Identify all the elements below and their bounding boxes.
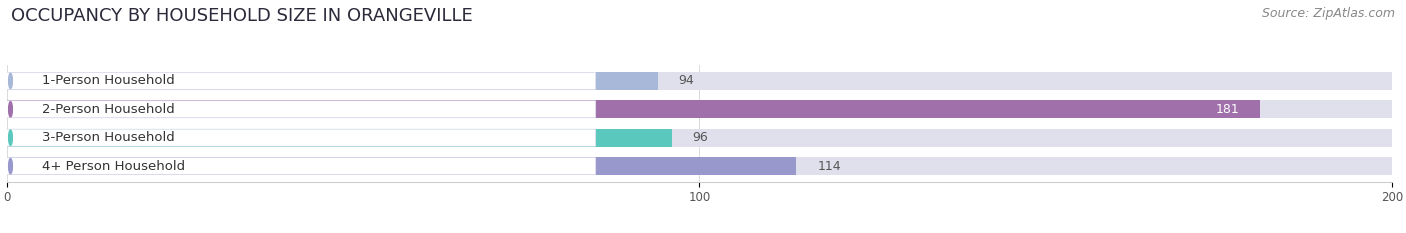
Bar	[7, 100, 1260, 118]
Bar	[7, 72, 1392, 90]
Circle shape	[8, 102, 13, 117]
Text: 94: 94	[679, 74, 695, 87]
Text: 114: 114	[817, 160, 841, 173]
FancyBboxPatch shape	[0, 72, 596, 89]
Circle shape	[8, 158, 13, 174]
Circle shape	[8, 73, 13, 89]
Text: 181: 181	[1216, 103, 1240, 116]
Bar	[7, 157, 1392, 175]
Text: 4+ Person Household: 4+ Person Household	[42, 160, 184, 173]
Bar	[7, 129, 1392, 147]
Text: 2-Person Household: 2-Person Household	[42, 103, 174, 116]
Text: 1-Person Household: 1-Person Household	[42, 74, 174, 87]
FancyBboxPatch shape	[0, 158, 596, 175]
FancyBboxPatch shape	[0, 101, 596, 118]
Bar	[7, 157, 796, 175]
Text: OCCUPANCY BY HOUSEHOLD SIZE IN ORANGEVILLE: OCCUPANCY BY HOUSEHOLD SIZE IN ORANGEVIL…	[11, 7, 472, 25]
Bar	[7, 129, 672, 147]
Text: 3-Person Household: 3-Person Household	[42, 131, 174, 144]
Bar	[7, 72, 658, 90]
FancyBboxPatch shape	[0, 129, 596, 146]
Circle shape	[8, 130, 13, 145]
Bar	[7, 100, 1392, 118]
Text: Source: ZipAtlas.com: Source: ZipAtlas.com	[1261, 7, 1395, 20]
Text: 96: 96	[693, 131, 709, 144]
